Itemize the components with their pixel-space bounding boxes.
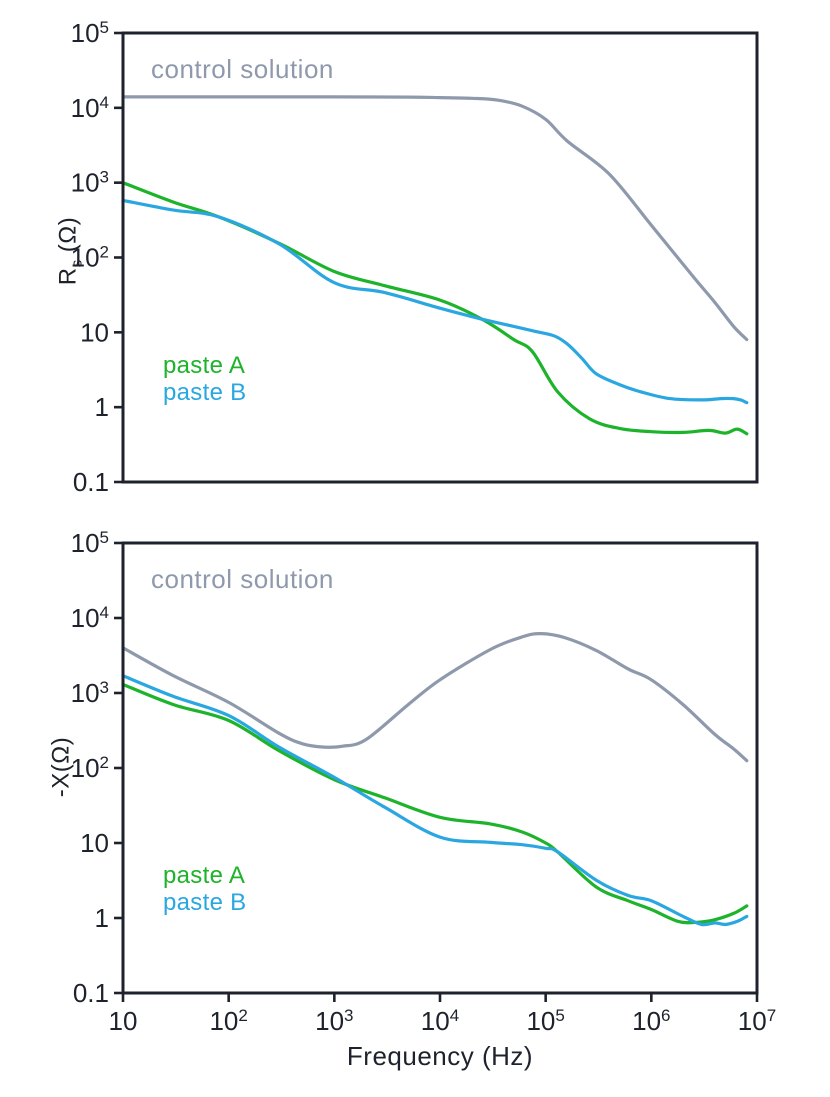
legend-bottom: paste A paste B [163, 862, 247, 916]
y-tick-label: 0.1 [73, 467, 109, 497]
paste-B-curve [121, 198, 749, 405]
x-tick-label: 106 [632, 1006, 670, 1036]
y-tick-label: 0.1 [73, 978, 109, 1008]
x-tick-label: 105 [526, 1006, 564, 1036]
y-tick-label: 104 [71, 93, 109, 123]
x-tick-label: 107 [738, 1006, 776, 1036]
y-tick-label: 1 [95, 392, 109, 422]
legend-entry-paste-a: paste A [163, 352, 246, 379]
y-axis-label-top-sub: s [68, 259, 86, 268]
x-tick-label: 103 [315, 1006, 353, 1036]
y-tick-label: 104 [71, 603, 109, 633]
y-tick-label: 1 [95, 903, 109, 933]
control-solution-curve [121, 631, 749, 763]
annotation-control-solution-top: control solution [151, 54, 334, 84]
y-tick-label: 102 [71, 753, 109, 783]
y-tick-label: 10 [80, 317, 109, 347]
y-tick-label: 103 [71, 168, 109, 198]
y-tick-label: 102 [71, 243, 109, 273]
y-axis-label-bottom: -X(Ω) [48, 737, 79, 797]
paste-B-curve [121, 674, 749, 927]
x-axis-label: Frequency (Hz) [346, 1041, 534, 1071]
axis-frame [121, 31, 759, 484]
axis-frame [121, 541, 759, 995]
y-tick-label: 105 [71, 528, 109, 558]
x-tick-label: 102 [209, 1006, 247, 1036]
y-tick-label: 10 [80, 828, 109, 858]
x-tick-label: 10 [109, 1006, 138, 1036]
y-axis-label-top-base: R [54, 267, 82, 286]
y-axis-label-top-rest: (Ω) [54, 216, 82, 260]
y-tick-label: 105 [71, 18, 109, 48]
control-solution-curve [121, 95, 749, 342]
legend-entry-paste-a: paste A [163, 862, 246, 889]
y-axis-label-top: Rs (Ω) [55, 217, 86, 285]
y-tick-label: 103 [71, 678, 109, 708]
annotation-control-solution-bottom: control solution [151, 564, 334, 594]
legend-entry-paste-b: paste B [163, 889, 247, 916]
legend-entry-paste-b: paste B [163, 379, 247, 406]
y-axis-label-bottom-base: -X(Ω) [47, 736, 75, 798]
legend-top: paste A paste B [163, 352, 247, 406]
x-tick-label: 104 [421, 1006, 459, 1036]
